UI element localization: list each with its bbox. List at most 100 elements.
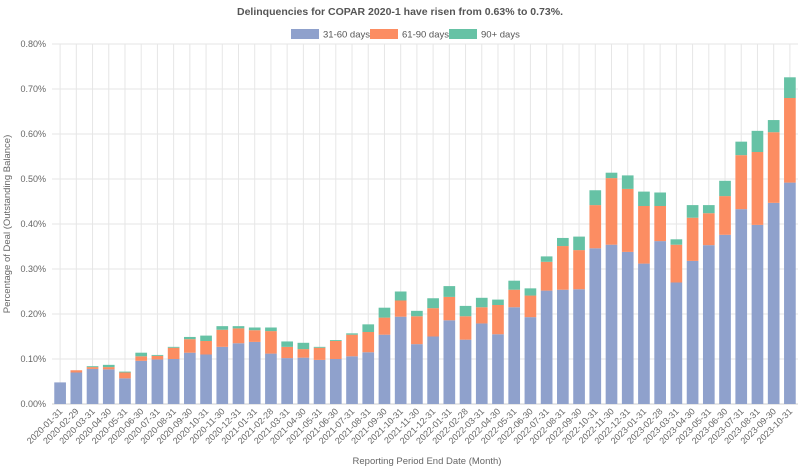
bar-61-90-days [621, 188, 634, 252]
bar-61-90-days [557, 246, 569, 290]
bar-61-90-days [475, 307, 488, 324]
bar-31-60-days [297, 357, 310, 404]
bar-90-days [411, 310, 423, 317]
bar-61-90-days [540, 261, 553, 291]
bar-90-days [492, 299, 504, 305]
bar-90-days [346, 333, 358, 335]
bar-31-60-days [216, 346, 229, 404]
bar-90-days [378, 307, 391, 318]
bar-61-90-days [313, 347, 326, 360]
bar-61-90-days [346, 334, 358, 357]
bar-61-90-days [670, 244, 683, 283]
bar-90-days [297, 342, 310, 350]
y-tick-label: 0.70% [20, 84, 46, 94]
bar-90-days [119, 371, 131, 373]
bar-31-60-days [508, 307, 521, 404]
bar-90-days [702, 205, 715, 214]
chart-title: Delinquencies for COPAR 2020-1 have rise… [237, 6, 563, 18]
legend-label: 61-90 days [402, 30, 449, 41]
bar-61-90-days [735, 155, 748, 210]
legend: 31-60 days 61-90 days 90+ days [291, 29, 520, 41]
y-tick-label: 0.00% [20, 399, 46, 409]
y-tick-label: 0.60% [20, 129, 46, 139]
bar-31-60-days [167, 359, 180, 404]
bar-61-90-days [135, 356, 148, 361]
bar-90-days [589, 190, 602, 206]
bar-61-90-days [248, 330, 261, 342]
bar-31-60-days [54, 382, 66, 404]
bar-90-days [86, 366, 99, 368]
bar-61-90-days [751, 152, 764, 225]
bar-31-60-days [475, 323, 488, 404]
x-axis-label: Reporting Period End Date (Month) [353, 456, 502, 467]
bar-31-60-days [443, 320, 456, 404]
bar-90-days [670, 239, 683, 245]
bar-61-90-days [686, 217, 699, 261]
bar-61-90-days [265, 331, 277, 354]
bar-90-days [719, 180, 731, 197]
bar-31-60-days [70, 372, 83, 404]
bar-90-days [784, 77, 796, 98]
bar-61-90-days [638, 206, 650, 264]
bar-61-90-days [151, 355, 164, 360]
bar-90-days [329, 340, 342, 341]
legend-swatch [370, 29, 398, 39]
bar-61-90-days [784, 98, 796, 183]
bar-90-days [751, 130, 764, 152]
x-axis-ticks: 2020-01-312020-02-292020-03-312020-04-30… [25, 406, 794, 446]
bar-31-60-days [313, 359, 326, 404]
bar-31-60-days [524, 317, 537, 404]
bar-31-60-days [119, 378, 131, 404]
y-axis-ticks: 0.00% 0.10% 0.20% 0.30% 0.40% 0.50% 0.60% 0.70%… [20, 39, 46, 409]
bar-31-60-days [492, 334, 504, 404]
bar-61-90-days [70, 370, 83, 373]
bar-61-90-days [589, 205, 602, 249]
bar-61-90-days [362, 332, 375, 353]
bar-31-60-days [248, 341, 261, 404]
bar-90-days [151, 354, 164, 356]
bar-31-60-days [102, 369, 115, 404]
bar-61-90-days [573, 250, 585, 290]
y-tick-label: 0.50% [20, 174, 46, 184]
legend-label: 90+ days [481, 30, 520, 41]
bar-61-90-days [524, 295, 537, 318]
gridlines [52, 43, 798, 405]
bar-31-60-days [540, 290, 553, 404]
bar-90-days [605, 172, 618, 179]
bar-61-90-days [329, 341, 342, 359]
bar-31-60-days [459, 339, 472, 404]
bar-31-60-days [281, 358, 293, 404]
bar-90-days [557, 237, 569, 247]
legend-swatch [449, 29, 477, 39]
bar-31-60-days [767, 202, 780, 404]
bar-61-90-days [167, 347, 180, 359]
bar-90-days [654, 192, 666, 206]
bar-90-days [248, 327, 261, 331]
bar-31-60-days [557, 289, 569, 404]
bar-90-days [265, 327, 277, 332]
bar-31-60-days [200, 354, 212, 404]
bar-90-days [443, 286, 456, 297]
bar-90-days [232, 326, 245, 329]
bar-61-90-days [508, 289, 521, 308]
bar-90-days [200, 335, 212, 341]
bar-31-60-days [329, 359, 342, 404]
bar-61-90-days [443, 296, 456, 321]
bar-90-days [459, 305, 472, 317]
bar-31-60-days [686, 260, 699, 404]
bar-90-days [362, 324, 375, 332]
y-tick-label: 0.30% [20, 264, 46, 274]
bar-90-days [638, 191, 650, 206]
bar-31-60-days [670, 282, 683, 404]
bar-31-60-days [346, 356, 358, 404]
y-tick-label: 0.40% [20, 219, 46, 229]
bar-31-60-days [621, 251, 634, 404]
bar-31-60-days [232, 343, 245, 404]
y-axis-label: Percentage of Deal (Outstanding Balance) [2, 135, 13, 314]
bar-61-90-days [232, 328, 245, 344]
legend-label: 31-60 days [323, 30, 370, 41]
bar-61-90-days [605, 178, 618, 245]
bar-61-90-days [767, 132, 780, 203]
bar-31-60-days [378, 334, 391, 404]
bar-90-days [735, 141, 748, 156]
